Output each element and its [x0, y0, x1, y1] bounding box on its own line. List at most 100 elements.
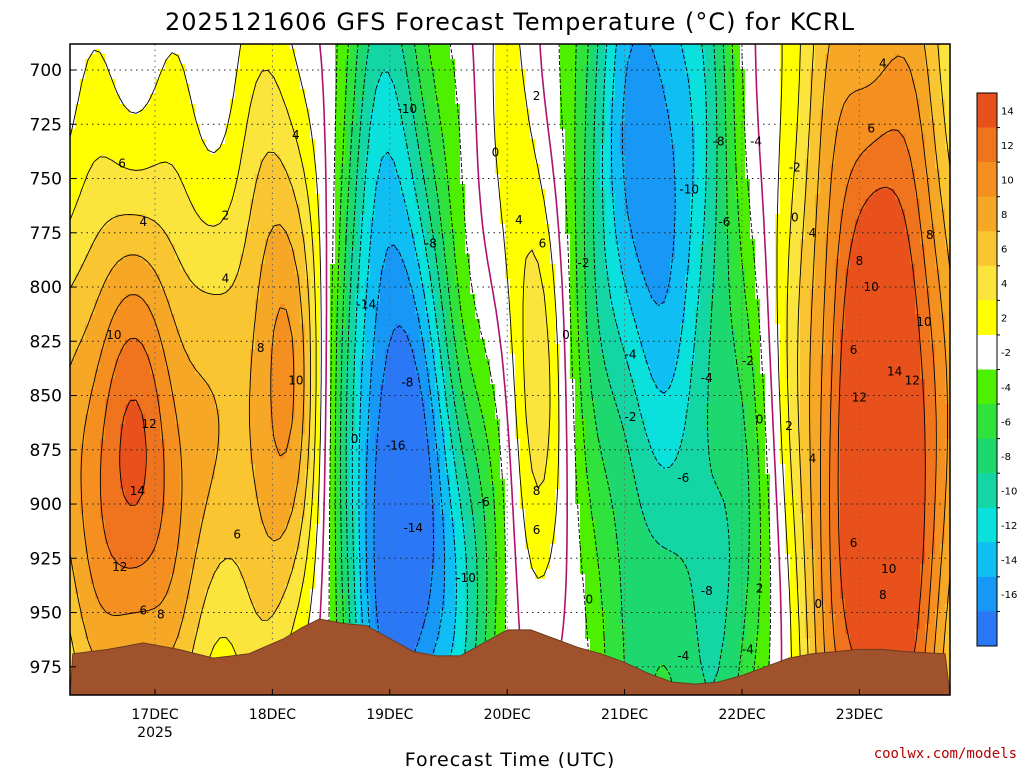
temperature-cell [95, 99, 101, 105]
temperature-cell [120, 459, 126, 465]
temperature-cell [230, 579, 236, 585]
temperature-cell [150, 624, 156, 630]
temperature-cell [70, 244, 76, 250]
temperature-cell [135, 354, 141, 360]
temperature-cell [85, 519, 91, 525]
temperature-cell [70, 314, 76, 320]
temperature-cell [180, 204, 186, 210]
temperature-cell [170, 514, 176, 520]
temperature-cell [140, 504, 146, 510]
temperature-cell [255, 559, 261, 565]
temperature-cell [165, 214, 171, 220]
temperature-cell [240, 434, 246, 440]
temperature-cell [85, 94, 91, 100]
temperature-cell [260, 59, 266, 65]
temperature-cell [175, 144, 181, 150]
temperature-cell [230, 129, 236, 135]
temperature-cell [220, 64, 226, 70]
temperature-cell [175, 364, 181, 370]
temperature-cell [175, 199, 181, 205]
temperature-cell [190, 494, 196, 500]
temperature-cell [200, 579, 206, 585]
temperature-cell [205, 79, 211, 85]
temperature-cell [200, 344, 206, 350]
temperature-cell [230, 374, 236, 380]
temperature-cell [210, 334, 216, 340]
temperature-cell [110, 509, 116, 515]
temperature-cell [105, 289, 111, 295]
temperature-cell [105, 229, 111, 235]
temperature-cell [115, 199, 121, 205]
temperature-cell [205, 199, 211, 205]
temperature-cell [90, 359, 96, 365]
temperature-cell [205, 549, 211, 555]
temperature-cell [100, 394, 106, 400]
temperature-cell [220, 384, 226, 390]
temperature-cell [110, 544, 116, 550]
temperature-cell [160, 364, 166, 370]
temperature-cell [210, 69, 216, 75]
temperature-cell [125, 589, 131, 595]
temperature-cell [115, 579, 121, 585]
temperature-cell [245, 279, 251, 285]
temperature-cell [95, 54, 101, 60]
temperature-cell [225, 644, 231, 650]
temperature-cell [190, 369, 196, 375]
temperature-cell [245, 149, 251, 155]
temperature-cell [240, 414, 246, 420]
temperature-cell [160, 79, 166, 85]
temperature-cell [175, 104, 181, 110]
temperature-cell [170, 294, 176, 300]
temperature-cell [110, 514, 116, 520]
temperature-cell [145, 504, 151, 510]
temperature-cell [200, 79, 206, 85]
temperature-cell [165, 534, 171, 540]
temperature-cell [75, 399, 81, 405]
temperature-cell [90, 59, 96, 65]
temperature-cell [160, 104, 166, 110]
temperature-cell [160, 49, 166, 55]
temperature-cell [155, 109, 161, 115]
temperature-cell [70, 189, 76, 195]
temperature-cell [115, 234, 121, 240]
temperature-cell [180, 399, 186, 405]
temperature-cell [130, 634, 136, 640]
temperature-cell [210, 284, 216, 290]
temperature-cell [180, 594, 186, 600]
temperature-cell [70, 54, 76, 60]
temperature-cell [145, 109, 151, 115]
temperature-cell [110, 539, 116, 545]
temperature-cell [115, 484, 121, 490]
temperature-cell [75, 154, 81, 160]
temperature-cell [240, 99, 246, 105]
temperature-cell [115, 609, 121, 615]
temperature-cell [105, 564, 111, 570]
temperature-cell [135, 114, 141, 120]
temperature-cell [165, 479, 171, 485]
temperature-cell [110, 494, 116, 500]
temperature-cell [190, 304, 196, 310]
temperature-cell [200, 394, 206, 400]
temperature-cell [130, 429, 136, 435]
temperature-cell [190, 624, 196, 630]
temperature-cell [120, 404, 126, 410]
temperature-cell [90, 134, 96, 140]
temperature-cell [85, 264, 91, 270]
temperature-cell [75, 139, 81, 145]
temperature-cell [100, 389, 106, 395]
temperature-cell [75, 644, 81, 650]
temperature-cell [255, 389, 261, 395]
temperature-cell [195, 144, 201, 150]
temperature-cell [225, 44, 231, 50]
temperature-cell [105, 254, 111, 260]
temperature-cell [80, 384, 86, 390]
temperature-cell [180, 159, 186, 165]
temperature-cell [100, 109, 106, 115]
temperature-cell [165, 254, 171, 260]
temperature-cell [160, 514, 166, 520]
temperature-cell [185, 564, 191, 570]
temperature-cell [80, 309, 86, 315]
temperature-cell [155, 499, 161, 505]
temperature-cell [80, 344, 86, 350]
temperature-cell [230, 354, 236, 360]
